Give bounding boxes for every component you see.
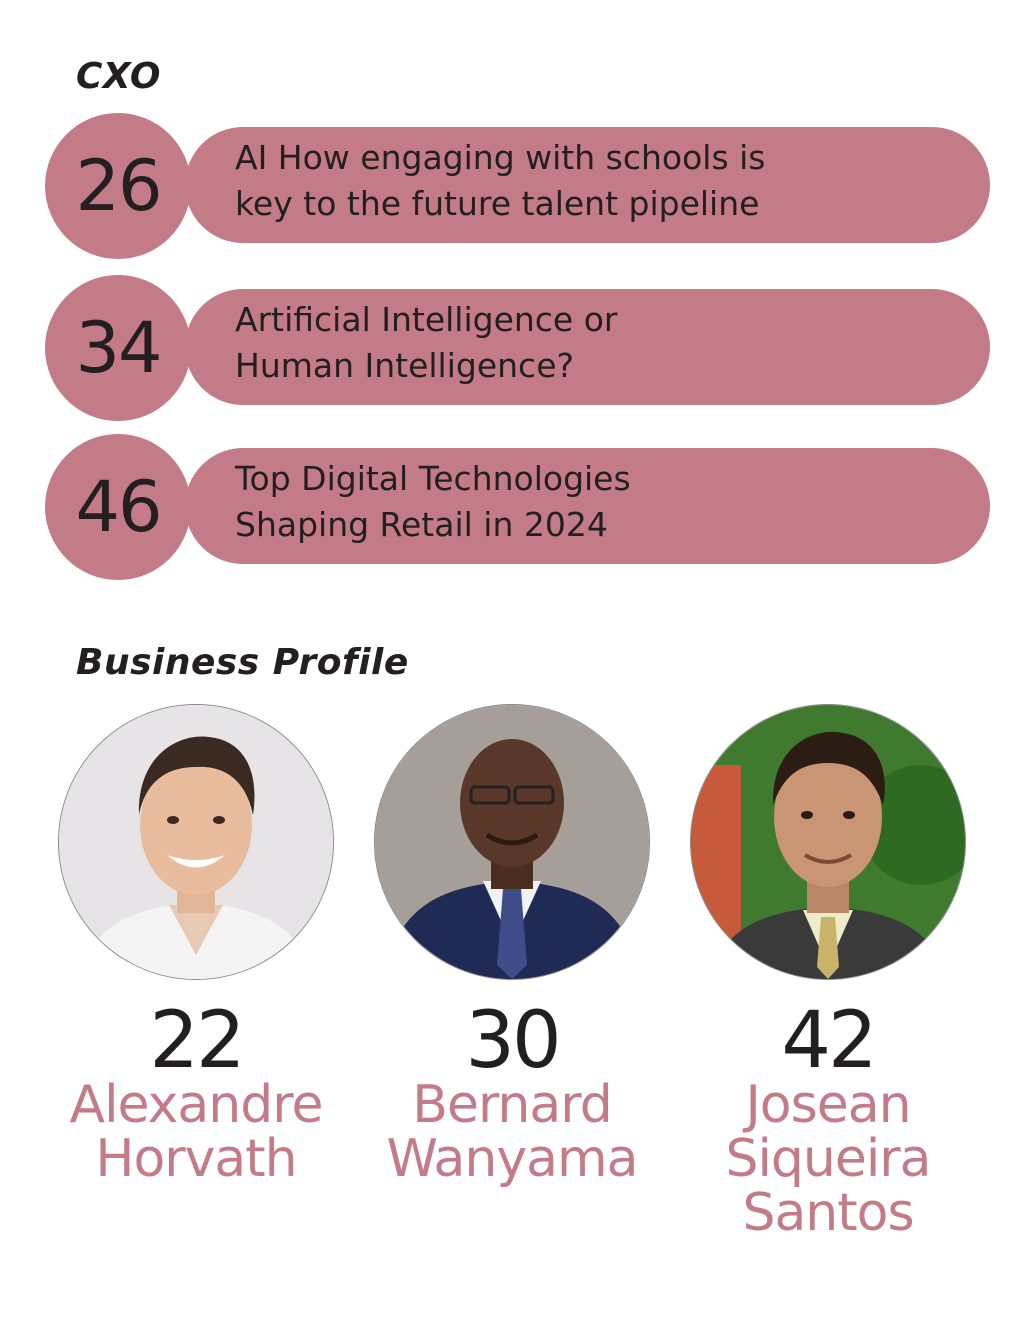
profile-name-line: Siqueira xyxy=(725,1129,931,1189)
profile-page-number: 30 xyxy=(465,996,561,1086)
profile-name: Alexandre Horvath xyxy=(36,1078,356,1186)
page-number-circle xyxy=(45,434,191,580)
article-pill xyxy=(185,448,990,564)
profile-page-number: 42 xyxy=(781,996,877,1086)
profile-card-2[interactable]: 30 Bernard Wanyama xyxy=(352,704,672,1186)
page-number-circle xyxy=(45,275,191,421)
business-profile-heading: Business Profile xyxy=(76,642,409,683)
article-title-line: Artificial Intelligence or xyxy=(235,300,618,339)
article-title: AI How engaging with schools is key to t… xyxy=(235,135,955,227)
cxo-article-1[interactable]: 26 AI How engaging with schools is key t… xyxy=(45,113,990,259)
profile-photo xyxy=(374,704,650,980)
person-portrait-icon xyxy=(375,705,649,979)
profile-card-1[interactable]: 22 Alexandre Horvath xyxy=(36,704,356,1186)
person-portrait-icon xyxy=(59,705,333,979)
profile-name: Josean Siqueira Santos xyxy=(668,1078,988,1240)
cxo-section-heading: CXO xyxy=(76,56,161,97)
profile-photo xyxy=(690,704,966,980)
article-pill xyxy=(185,127,990,243)
profile-name-line: Horvath xyxy=(95,1129,297,1189)
profile-card-3[interactable]: 42 Josean Siqueira Santos xyxy=(668,704,988,1240)
page-number: 26 xyxy=(75,145,162,227)
profile-photo xyxy=(58,704,334,980)
page-number: 46 xyxy=(75,466,162,548)
article-title-line: Human Intelligence? xyxy=(235,346,575,385)
profile-name-line: Bernard xyxy=(412,1075,612,1135)
article-title-line: AI How engaging with schools is xyxy=(235,138,766,177)
profile-name-line: Wanyama xyxy=(386,1129,638,1189)
profile-name-line: Alexandre xyxy=(69,1075,324,1135)
page-number: 34 xyxy=(75,307,162,389)
article-title: Artificial Intelligence or Human Intelli… xyxy=(235,297,955,389)
profile-name-line: Josean xyxy=(745,1075,911,1135)
article-title-line: Shaping Retail in 2024 xyxy=(235,505,608,544)
article-title: Top Digital Technologies Shaping Retail … xyxy=(235,456,955,548)
profile-name: Bernard Wanyama xyxy=(352,1078,672,1186)
article-pill xyxy=(185,289,990,405)
profile-page-number: 22 xyxy=(149,996,245,1086)
cxo-article-2[interactable]: 34 Artificial Intelligence or Human Inte… xyxy=(45,275,990,421)
article-title-line: Top Digital Technologies xyxy=(235,459,631,498)
cxo-article-3[interactable]: 46 Top Digital Technologies Shaping Reta… xyxy=(45,434,990,580)
page-number-circle xyxy=(45,113,191,259)
profile-name-line: Santos xyxy=(742,1183,914,1243)
person-portrait-icon xyxy=(691,705,965,979)
article-title-line: key to the future talent pipeline xyxy=(235,184,760,223)
